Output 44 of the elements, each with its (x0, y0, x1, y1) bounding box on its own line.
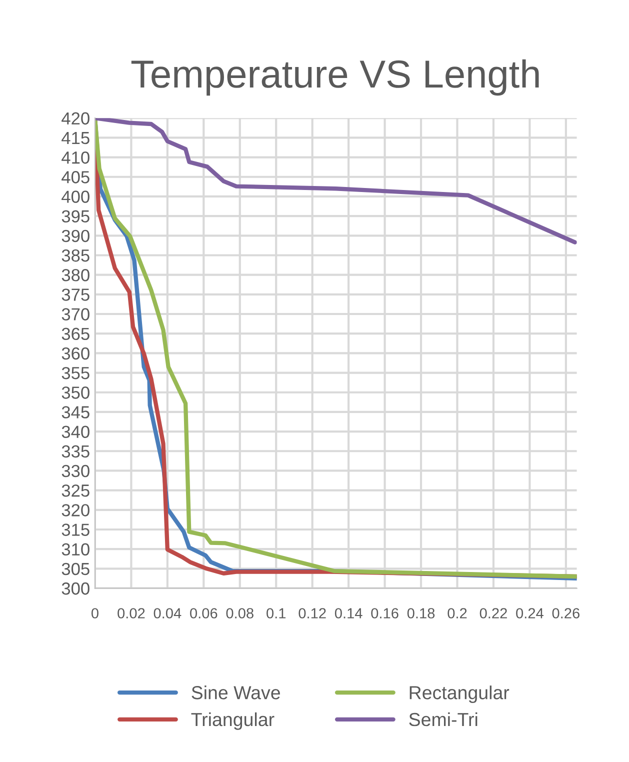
y-tick-label: 315 (62, 524, 90, 536)
y-tick-label: 340 (62, 426, 90, 438)
y-tick-label: 400 (62, 190, 90, 203)
y-tick-label: 390 (62, 230, 90, 242)
y-tick-label: 300 (62, 582, 90, 595)
x-tick-label: 0.16 (371, 608, 398, 618)
legend-label: Triangular (191, 712, 274, 730)
y-tick-label: 320 (62, 504, 90, 516)
x-tick-label: 0.24 (516, 608, 544, 618)
y-tick-label: 345 (62, 406, 90, 418)
x-tick-label: 0.14 (334, 608, 362, 618)
y-tick-label: 405 (62, 171, 90, 184)
x-tick-label: 0 (91, 608, 98, 618)
chart-title: Temperature VS Length (131, 59, 539, 96)
legend-label: Rectangular (410, 686, 510, 704)
y-tick-label: 420 (62, 112, 90, 125)
y-tick-label: 335 (62, 445, 90, 458)
x-tick-label: 0.2 (448, 608, 467, 618)
y-tick-label: 370 (62, 308, 90, 320)
y-tick-label: 380 (62, 268, 90, 282)
x-tick-label: 0.12 (298, 608, 326, 618)
y-tick-label: 395 (62, 210, 90, 223)
legend-label: Semi-Tri (409, 712, 478, 726)
y-tick-label: 365 (62, 328, 90, 340)
x-tick-label: 0.22 (480, 608, 507, 618)
x-tick-label: 0.18 (407, 608, 435, 618)
legend-label: Sine Wave (192, 686, 280, 700)
x-tick-label: 0.02 (118, 608, 145, 618)
y-tick-label: 325 (62, 484, 90, 497)
y-tick-label: 385 (62, 249, 90, 262)
x-tick-label: 0.04 (154, 608, 182, 618)
y-tick-label: 310 (62, 543, 90, 556)
x-tick-label: 0.08 (226, 608, 254, 618)
y-tick-label: 410 (62, 151, 90, 164)
x-tick-label: 0.06 (190, 608, 218, 618)
y-tick-label: 350 (62, 386, 90, 399)
y-tick-label: 305 (62, 562, 90, 576)
x-tick-label: 0.1 (266, 608, 286, 618)
x-tick-label: 0.26 (552, 608, 580, 618)
y-tick-label: 415 (62, 132, 90, 144)
y-tick-label: 360 (62, 347, 90, 360)
y-tick-label: 355 (62, 366, 90, 380)
y-tick-label: 330 (62, 464, 90, 478)
y-tick-label: 375 (62, 288, 90, 301)
